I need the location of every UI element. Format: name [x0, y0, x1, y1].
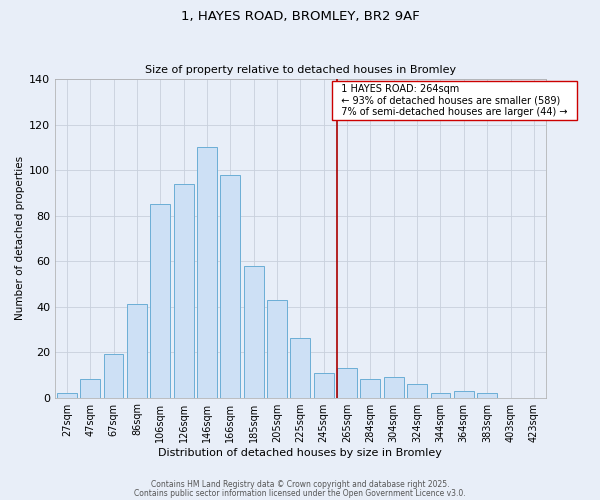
- Text: 1, HAYES ROAD, BROMLEY, BR2 9AF: 1, HAYES ROAD, BROMLEY, BR2 9AF: [181, 10, 419, 23]
- Bar: [361, 380, 380, 398]
- Text: 1 HAYES ROAD: 264sqm  
  ← 93% of detached houses are smaller (589)  
  7% of se: 1 HAYES ROAD: 264sqm ← 93% of detached h…: [335, 84, 574, 117]
- Bar: [314, 372, 334, 398]
- Bar: [267, 300, 287, 398]
- Bar: [290, 338, 310, 398]
- Text: Contains HM Land Registry data © Crown copyright and database right 2025.: Contains HM Land Registry data © Crown c…: [151, 480, 449, 489]
- Bar: [173, 184, 194, 398]
- Y-axis label: Number of detached properties: Number of detached properties: [15, 156, 25, 320]
- Bar: [384, 377, 404, 398]
- Bar: [244, 266, 263, 398]
- Bar: [127, 304, 147, 398]
- X-axis label: Distribution of detached houses by size in Bromley: Distribution of detached houses by size …: [158, 448, 442, 458]
- Bar: [407, 384, 427, 398]
- Bar: [104, 354, 124, 398]
- Bar: [337, 368, 357, 398]
- Bar: [220, 174, 240, 398]
- Bar: [454, 391, 474, 398]
- Bar: [477, 393, 497, 398]
- Bar: [80, 380, 100, 398]
- Bar: [57, 393, 77, 398]
- Bar: [151, 204, 170, 398]
- Bar: [197, 148, 217, 398]
- Bar: [431, 393, 451, 398]
- Text: Contains public sector information licensed under the Open Government Licence v3: Contains public sector information licen…: [134, 488, 466, 498]
- Title: Size of property relative to detached houses in Bromley: Size of property relative to detached ho…: [145, 66, 456, 76]
